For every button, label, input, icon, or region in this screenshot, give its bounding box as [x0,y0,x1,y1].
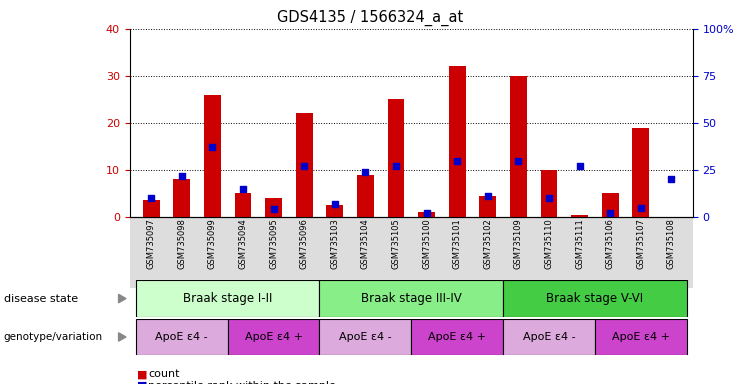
Text: ApoE ε4 -: ApoE ε4 - [339,332,392,342]
Point [635,205,647,211]
Text: genotype/variation: genotype/variation [4,332,103,342]
Point [329,201,341,207]
Point [268,206,279,212]
Bar [411,319,503,355]
Bar [357,175,373,217]
Text: disease state: disease state [4,293,78,304]
Text: ApoE ε4 +: ApoE ε4 + [612,332,670,342]
Point [207,144,219,151]
Bar [503,319,595,355]
Text: Braak stage I-II: Braak stage I-II [183,292,272,305]
Bar [418,212,435,217]
Text: ■: ■ [137,381,147,384]
Point [513,157,525,164]
Point [359,169,371,175]
Bar [510,76,527,217]
Point [145,195,157,201]
Text: Braak stage III-IV: Braak stage III-IV [361,292,462,305]
Text: ApoE ε4 +: ApoE ε4 + [245,332,302,342]
Bar [326,205,343,217]
Point [665,176,677,182]
Text: percentile rank within the sample: percentile rank within the sample [148,381,336,384]
Point [482,193,494,199]
Bar [479,196,496,217]
Point [298,163,310,169]
Bar [227,319,319,355]
Bar [296,114,313,217]
Bar [595,319,687,355]
Bar [136,280,319,317]
Bar [541,170,557,217]
Bar [319,319,411,355]
Bar [602,194,619,217]
Point [237,186,249,192]
Text: count: count [148,369,180,379]
Text: ■: ■ [137,369,147,379]
Point [451,157,463,164]
Bar [143,200,159,217]
Text: ApoE ε4 -: ApoE ε4 - [522,332,575,342]
Text: GDS4135 / 1566324_a_at: GDS4135 / 1566324_a_at [277,10,464,26]
Text: ApoE ε4 -: ApoE ε4 - [156,332,208,342]
Point [421,210,433,216]
Bar [136,319,227,355]
Bar [449,66,465,217]
Text: Braak stage V-VI: Braak stage V-VI [546,292,643,305]
Bar [265,198,282,217]
Point [604,210,616,216]
Point [176,172,187,179]
Bar [234,194,251,217]
Bar [388,99,405,217]
Bar [503,280,687,317]
Point [574,163,585,169]
Bar [632,127,649,217]
Bar [571,215,588,217]
Point [543,195,555,201]
Bar [319,280,503,317]
Text: ApoE ε4 +: ApoE ε4 + [428,332,486,342]
Bar [204,94,221,217]
Bar [173,179,190,217]
Point [390,163,402,169]
